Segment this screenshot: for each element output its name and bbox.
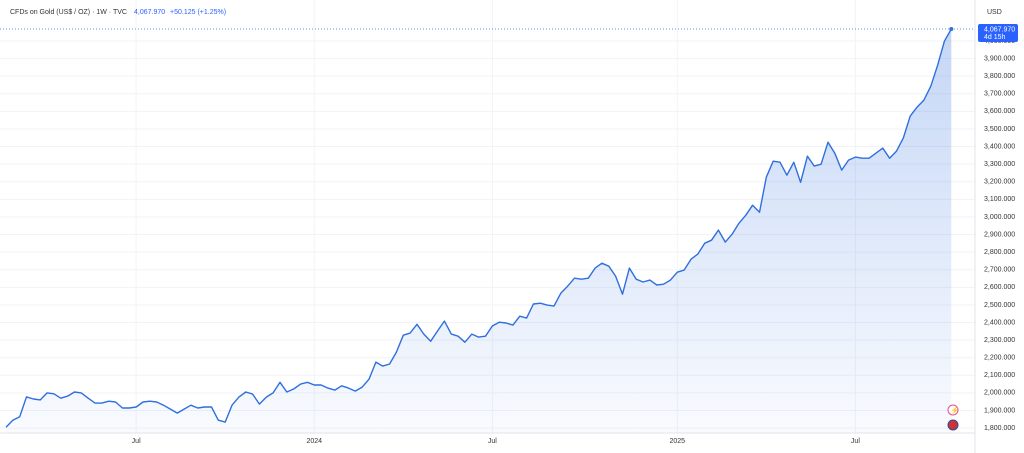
- y-tick-label: 3,600.000: [984, 108, 1015, 115]
- currency: USD: [987, 9, 1002, 16]
- y-tick-label: 3,000.000: [984, 214, 1015, 221]
- change: +50.125 (+1.25%): [170, 9, 226, 16]
- y-tick-label: 2,400.000: [984, 319, 1015, 326]
- price-line: [5, 28, 952, 428]
- event-icon[interactable]: [947, 404, 959, 416]
- y-tick-label: 2,100.000: [984, 372, 1015, 379]
- price-tag-label: 4,067.970: [984, 26, 1015, 33]
- y-tick-label: 2,800.000: [984, 249, 1015, 256]
- x-tick-label: Jul: [851, 438, 860, 445]
- y-tick-label: 3,700.000: [984, 91, 1015, 98]
- countdown: 4d 15h: [984, 34, 1006, 41]
- y-tick-label: 3,200.000: [984, 179, 1015, 186]
- price-tag: [978, 24, 1018, 42]
- event-icon-glyph: ⚡: [951, 405, 960, 414]
- x-tick-label: Jul: [488, 438, 497, 445]
- last-point: [949, 27, 954, 32]
- symbol: CFDs on Gold (US$ / OZ) · 1W · TVC: [10, 9, 127, 16]
- x-tick-label: 2025: [670, 438, 686, 445]
- y-tick-label: 3,500.000: [984, 126, 1015, 133]
- y-tick-label: 3,100.000: [984, 196, 1015, 203]
- y-tick-label: 2,300.000: [984, 337, 1015, 344]
- x-tick-label: Jul: [132, 438, 141, 445]
- y-tick-label: 2,000.000: [984, 390, 1015, 397]
- y-tick-label: 3,900.000: [984, 55, 1015, 62]
- y-tick-label: 2,900.000: [984, 231, 1015, 238]
- y-tick-label: 2,200.000: [984, 355, 1015, 362]
- y-tick-label: 1,900.000: [984, 407, 1015, 414]
- y-tick-label: 2,700.000: [984, 267, 1015, 274]
- last-price: 4,067.970: [134, 9, 165, 16]
- x-tick-label: 2024: [306, 438, 322, 445]
- y-tick-label: 3,800.000: [984, 73, 1015, 80]
- flag-icon[interactable]: [947, 419, 959, 431]
- y-tick-label: 1,800.000: [984, 425, 1015, 432]
- plot: [0, 27, 975, 433]
- y-tick-label: 3,300.000: [984, 161, 1015, 168]
- y-tick-label: 2,500.000: [984, 302, 1015, 309]
- area-fill: [6, 29, 952, 433]
- y-tick-label: 2,600.000: [984, 284, 1015, 291]
- y-tick-label: 3,400.000: [984, 143, 1015, 150]
